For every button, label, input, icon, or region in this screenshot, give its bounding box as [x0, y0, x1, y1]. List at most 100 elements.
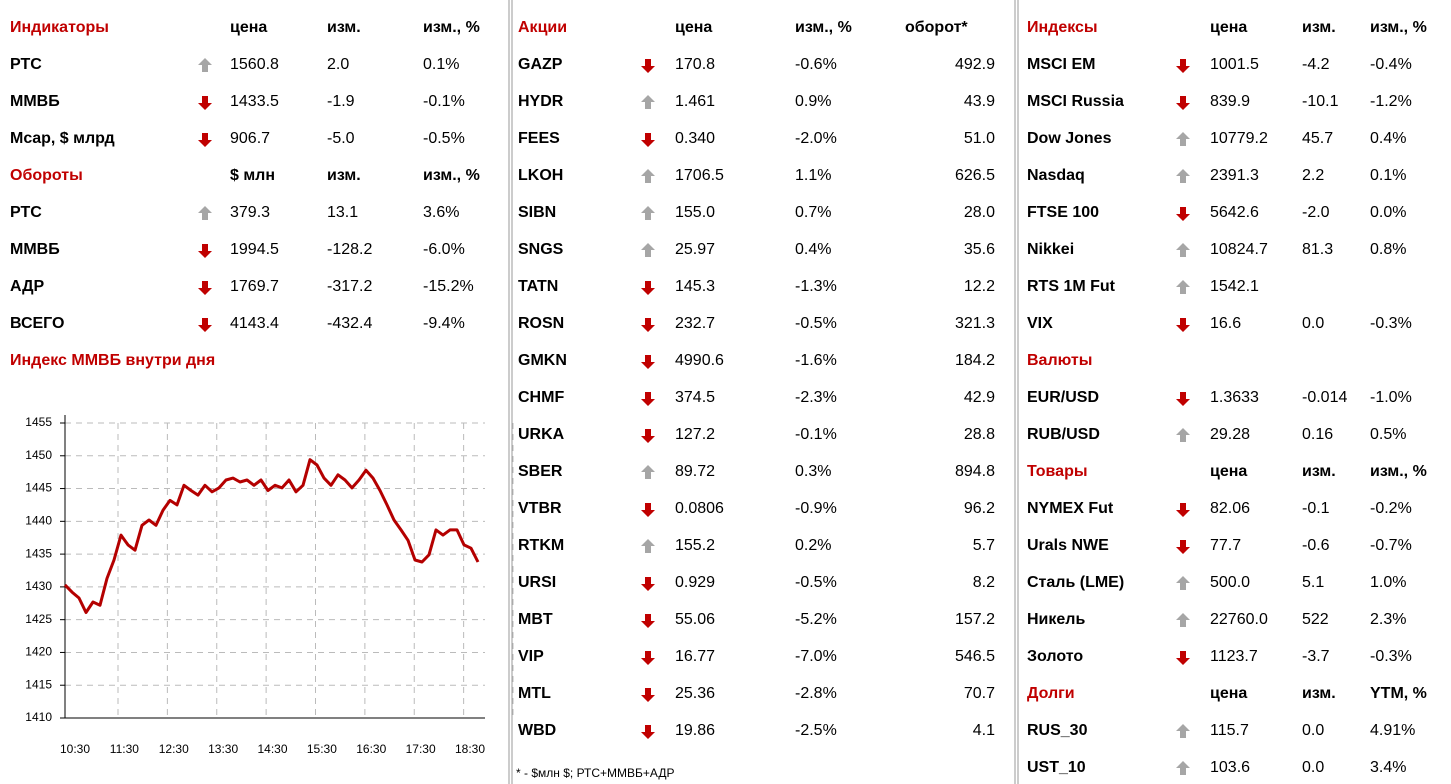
cell: 155.0 — [675, 204, 715, 221]
cell: 2391.3 — [1210, 167, 1259, 184]
column-header: изм. — [1302, 685, 1336, 702]
arrow-up — [1176, 169, 1190, 183]
arrow-up — [1176, 761, 1190, 775]
x-tick-label: 13:30 — [208, 742, 238, 756]
column-header: цена — [1210, 463, 1247, 480]
row-name: ММВБ — [10, 93, 60, 110]
row-name: CHMF — [518, 389, 564, 406]
arrow-up — [1176, 132, 1190, 146]
column-header: $ млн — [230, 167, 275, 184]
arrow-down — [198, 133, 212, 147]
cell: 0.0806 — [675, 500, 724, 517]
cell: -1.9 — [327, 93, 355, 110]
row-name: ROSN — [518, 315, 564, 332]
cell: 28.8 — [964, 426, 995, 443]
section-title: Обороты — [10, 167, 83, 184]
row-name: VTBR — [518, 500, 562, 517]
cell: 43.9 — [964, 93, 995, 110]
cell: -0.5% — [795, 574, 837, 591]
arrow-down — [641, 59, 655, 73]
row-name: Nasdaq — [1027, 167, 1085, 184]
arrow-up — [641, 169, 655, 183]
cell: 500.0 — [1210, 574, 1250, 591]
arrow-down — [641, 133, 655, 147]
cell: 19.86 — [675, 722, 715, 739]
cell: 1.461 — [675, 93, 715, 110]
cell: 0.0 — [1302, 722, 1324, 739]
row-name: SBER — [518, 463, 563, 480]
column-header: цена — [1210, 19, 1247, 36]
cell: 115.7 — [1210, 722, 1249, 739]
x-tick-label: 14:30 — [257, 742, 287, 756]
cell: 232.7 — [675, 315, 715, 332]
cell: -3.7 — [1302, 648, 1330, 665]
arrow-up — [641, 465, 655, 479]
cell: 89.72 — [675, 463, 715, 480]
cell: 0.3% — [795, 463, 831, 480]
cell: 1.3633 — [1210, 389, 1259, 406]
cell: 0.2% — [795, 537, 831, 554]
cell: 894.8 — [955, 463, 995, 480]
cell: 839.9 — [1210, 93, 1250, 110]
cell: 1433.5 — [230, 93, 279, 110]
cell: -432.4 — [327, 315, 372, 332]
arrow-down — [641, 614, 655, 628]
cell: 1542.1 — [1210, 278, 1259, 295]
cell: 0.8% — [1370, 241, 1406, 258]
row-name: MBT — [518, 611, 553, 628]
cell: 3.4% — [1370, 759, 1406, 776]
cell: -0.3% — [1370, 648, 1412, 665]
arrow-down — [1176, 540, 1190, 554]
arrow-down — [1176, 503, 1190, 517]
cell: 8.2 — [973, 574, 995, 591]
cell: 77.7 — [1210, 537, 1241, 554]
cell: 25.97 — [675, 241, 715, 258]
cell: 0.1% — [1370, 167, 1406, 184]
cell: -2.8% — [795, 685, 837, 702]
column-header: изм., % — [1370, 463, 1427, 480]
cell: -0.7% — [1370, 537, 1412, 554]
cell: -317.2 — [327, 278, 372, 295]
arrow-down — [1176, 651, 1190, 665]
cell: 1560.8 — [230, 56, 279, 73]
x-tick-label: 17:30 — [406, 742, 436, 756]
cell: 13.1 — [327, 204, 358, 221]
cell: 96.2 — [964, 500, 995, 517]
row-name: SNGS — [518, 241, 564, 258]
cell: 5.7 — [973, 537, 995, 554]
x-tick-label: 18:30 — [455, 742, 485, 756]
arrow-up — [1176, 280, 1190, 294]
cell: 51.0 — [964, 130, 995, 147]
cell: 170.8 — [675, 56, 715, 73]
row-name: TATN — [518, 278, 558, 295]
cell: -0.4% — [1370, 56, 1412, 73]
cell: 70.7 — [964, 685, 995, 702]
cell: 492.9 — [955, 56, 995, 73]
cell: -0.1% — [795, 426, 837, 443]
cell: -2.0 — [1302, 204, 1330, 221]
y-tick-label: 1420 — [25, 645, 52, 659]
arrow-up — [641, 243, 655, 257]
cell: 0.0 — [1302, 315, 1324, 332]
row-name: FTSE 100 — [1027, 204, 1099, 221]
cell: 0.340 — [675, 130, 715, 147]
x-tick-label: 16:30 — [356, 742, 386, 756]
row-name: URKA — [518, 426, 565, 443]
cell: -0.3% — [1370, 315, 1412, 332]
cell: -0.6 — [1302, 537, 1330, 554]
row-name: SIBN — [518, 204, 556, 221]
row-name: WBD — [518, 722, 556, 739]
cell: 10824.7 — [1210, 241, 1268, 258]
cell: 0.1% — [423, 56, 459, 73]
row-name: RTKM — [518, 537, 564, 554]
arrow-up — [1176, 243, 1190, 257]
arrow-down — [641, 281, 655, 295]
arrow-down — [641, 725, 655, 739]
row-name: VIX — [1027, 315, 1053, 332]
row-name: GAZP — [518, 56, 563, 73]
cell: 12.2 — [964, 278, 995, 295]
cell: -15.2% — [423, 278, 474, 295]
cell: -0.6% — [795, 56, 837, 73]
cell: -6.0% — [423, 241, 465, 258]
cell: 145.3 — [675, 278, 715, 295]
